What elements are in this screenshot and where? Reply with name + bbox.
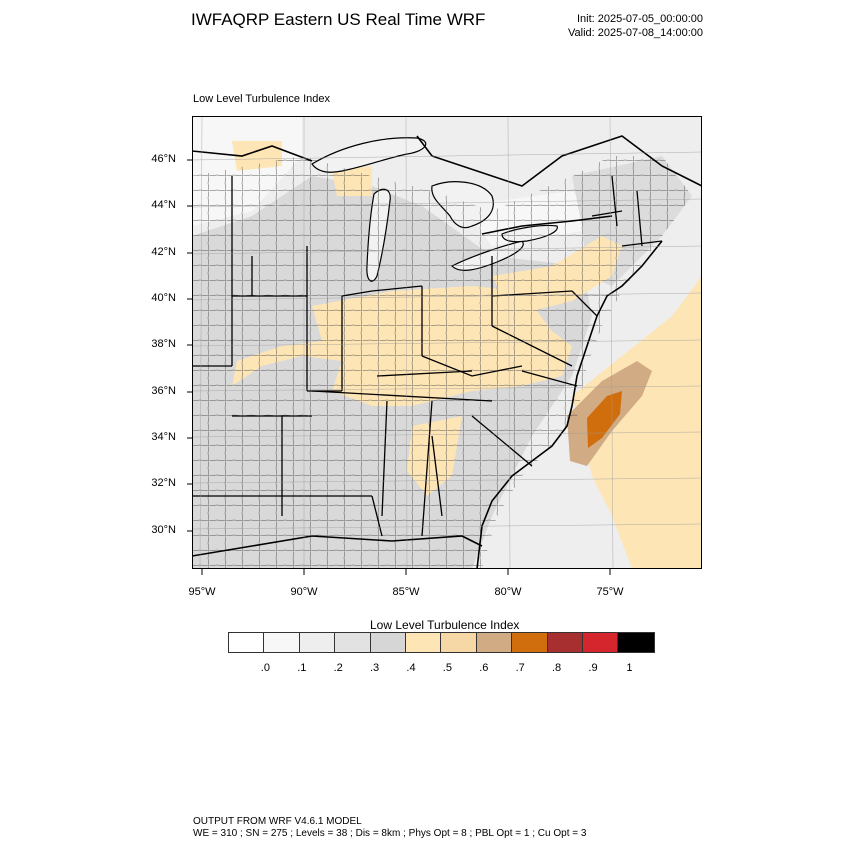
colorbar-label: .1	[297, 662, 307, 674]
lat-tick-32n: 32°N	[151, 477, 176, 489]
colorbar-box	[547, 633, 583, 652]
colorbar-box	[229, 633, 265, 652]
colorbar-box	[582, 633, 619, 652]
tick-marks	[187, 159, 611, 575]
plot-title: IWFAQRP Eastern US Real Time WRF	[191, 10, 486, 29]
init-time: Init: 2025-07-05_00:00:00	[577, 13, 703, 25]
map-panel	[192, 116, 702, 569]
colorbar-label: 1	[626, 662, 633, 674]
colorbar-box	[441, 633, 477, 652]
lat-tick-42n: 42°N	[151, 246, 176, 258]
colorbar-box	[299, 633, 336, 652]
lat-tick-46n: 46°N	[151, 153, 176, 165]
map-canvas	[192, 116, 702, 569]
colorbar-box	[476, 633, 513, 652]
field-plume-core	[587, 391, 622, 448]
lon-tick-85w: 85°W	[392, 586, 420, 598]
colorbar-label: .0	[260, 662, 270, 674]
colorbar-label: .9	[588, 662, 598, 674]
colorbar-label: .4	[406, 662, 416, 674]
lat-tick-40n: 40°N	[151, 292, 176, 304]
colorbar-box	[618, 633, 654, 652]
lat-tick-38n: 38°N	[151, 338, 176, 350]
colorbar-label: .7	[515, 662, 525, 674]
colorbar-box	[512, 633, 548, 652]
footer-config-line: WE = 310 ; SN = 275 ; Levels = 38 ; Dis …	[193, 828, 587, 839]
map-border	[192, 116, 702, 569]
lon-tick-80w: 80°W	[494, 586, 522, 598]
field-plume-outer	[572, 276, 702, 569]
lat-tick-34n: 34°N	[151, 431, 176, 443]
colorbar-label: .6	[479, 662, 489, 674]
colorbar	[228, 632, 655, 653]
colorbar-box	[370, 633, 406, 652]
colorbar-label: .8	[552, 662, 562, 674]
lat-tick-44n: 44°N	[151, 199, 176, 211]
colorbar-box	[335, 633, 371, 652]
valid-time: Valid: 2025-07-08_14:00:00	[568, 27, 703, 39]
lon-tick-95w: 95°W	[188, 586, 216, 598]
colorbar-label: .2	[333, 662, 343, 674]
footer-model-line: OUTPUT FROM WRF V4.6.1 MODEL	[193, 816, 362, 827]
graticule	[192, 116, 702, 569]
lat-tick-30n: 30°N	[151, 524, 176, 536]
colorbar-label: .5	[442, 662, 452, 674]
field-label: Low Level Turbulence Index	[193, 93, 330, 105]
colorbar-title: Low Level Turbulence Index	[370, 618, 520, 632]
lat-tick-36n: 36°N	[151, 385, 176, 397]
colorbar-box	[264, 633, 300, 652]
county-boundaries	[192, 156, 692, 569]
colorbar-box	[405, 633, 442, 652]
state-boundaries	[192, 175, 663, 537]
lon-tick-75w: 75°W	[596, 586, 624, 598]
coastlines	[192, 135, 702, 569]
colorbar-label: .3	[370, 662, 380, 674]
lon-tick-90w: 90°W	[290, 586, 318, 598]
